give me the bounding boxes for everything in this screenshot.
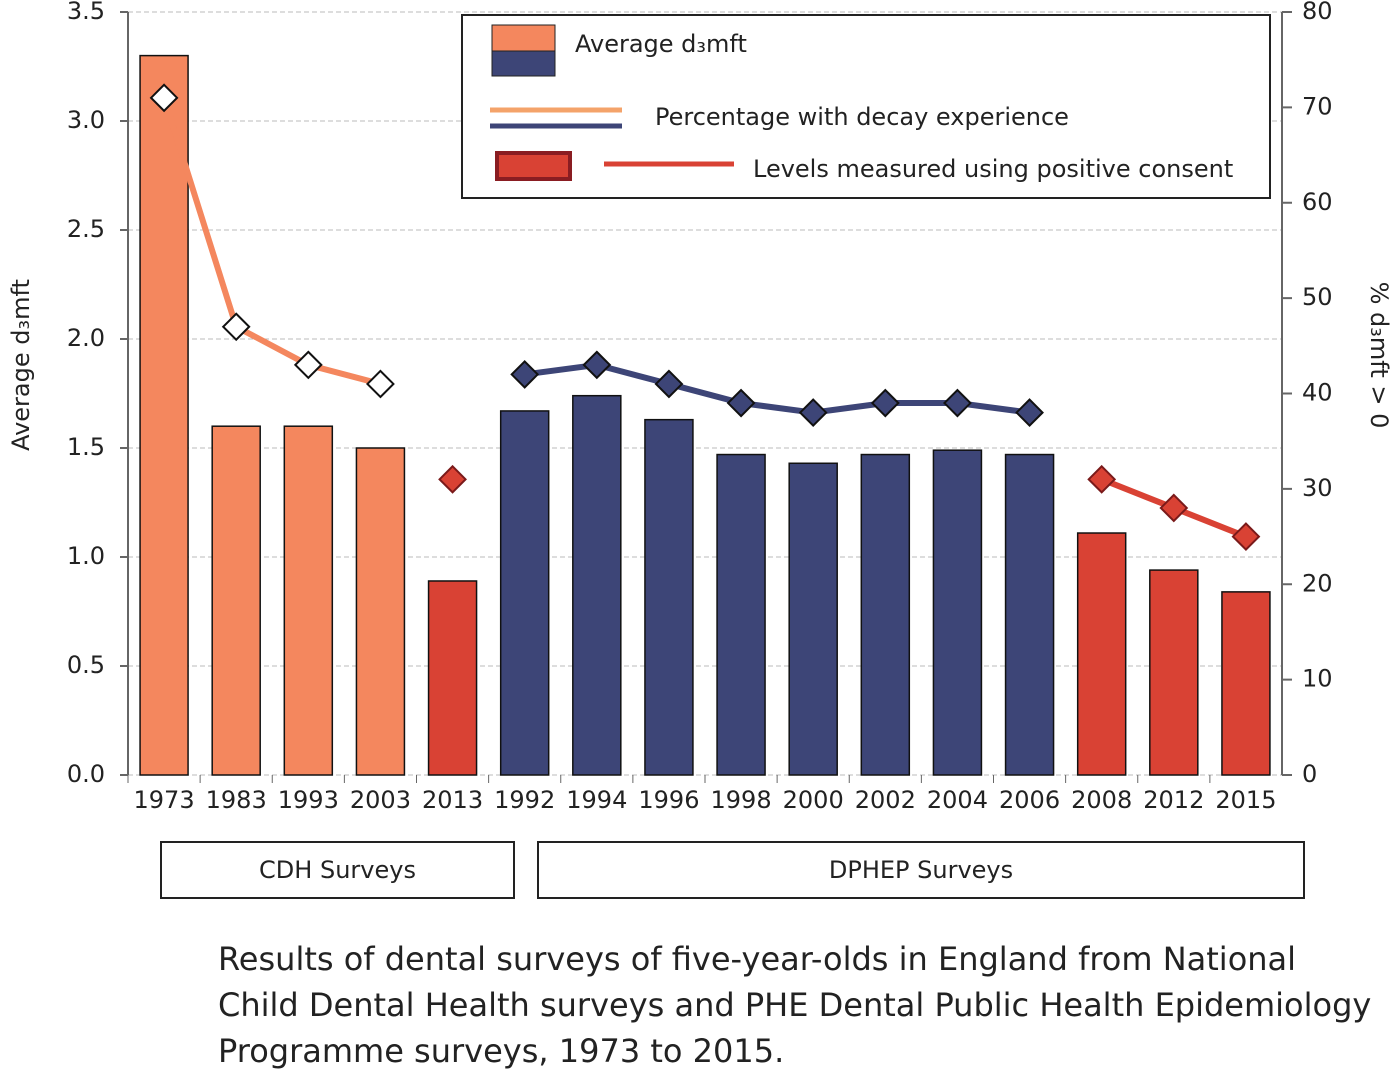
marker: [726, 388, 756, 418]
caption: Programme surveys, 1973 to 2015.: [218, 1032, 784, 1070]
y2-tick-label: 30: [1302, 474, 1333, 502]
bar: [932, 449, 983, 776]
x-tick-label: 2013: [422, 786, 483, 814]
legend-label: Percentage with decay experience: [655, 103, 1069, 131]
bar: [1004, 453, 1055, 776]
x-tick-label: 2006: [999, 786, 1060, 814]
marker: [1159, 493, 1189, 523]
legend-label: Average d₃mft: [575, 30, 747, 58]
bar: [427, 580, 478, 776]
bar: [788, 462, 838, 776]
marker: [1087, 464, 1117, 494]
y-tick-label: 1.0: [67, 542, 105, 570]
group-box: [537, 841, 1305, 899]
bar: [355, 447, 406, 776]
y-tick-label: 2.0: [67, 324, 105, 352]
legend: Average d₃mft Percentage with decay expe…: [461, 14, 1271, 199]
line: [161, 96, 382, 387]
caption: Results of dental surveys of five-year-o…: [218, 940, 1296, 978]
y2-tick-label: 0: [1302, 760, 1317, 788]
bar: [499, 410, 550, 776]
bar: [572, 394, 622, 776]
bar: [1076, 532, 1127, 776]
x-tick-label: 1993: [278, 786, 339, 814]
marker: [943, 388, 972, 418]
marker: [798, 398, 828, 427]
x-tick-label: 2015: [1215, 786, 1276, 814]
legend-label: Levels measured using positive consent: [753, 155, 1233, 183]
marker: [438, 464, 467, 494]
x-tick-label: 1998: [711, 786, 772, 814]
legend-swatch: [491, 50, 556, 77]
bar: [139, 54, 189, 776]
y2-tick-label: 60: [1302, 188, 1333, 216]
x-tick-label: 1973: [134, 786, 195, 814]
y-axis-label: Average d₃mft: [7, 279, 35, 451]
y-tick-label: 2.5: [67, 215, 105, 243]
x-tick-label: 1994: [566, 786, 627, 814]
marker: [366, 369, 395, 399]
x-tick-label: 2008: [1071, 786, 1132, 814]
marker: [1015, 398, 1044, 427]
marker: [149, 83, 179, 113]
legend-swatch: [495, 151, 572, 181]
marker: [221, 312, 251, 342]
y2-tick-label: 70: [1302, 92, 1333, 120]
x-tick-label: 2003: [350, 786, 411, 814]
legend-swatch: [491, 24, 556, 52]
y-tick-label: 1.5: [67, 433, 105, 461]
marker: [293, 350, 323, 380]
bar: [211, 425, 261, 776]
marker: [582, 350, 612, 380]
x-tick-label: 2002: [855, 786, 916, 814]
x-tick-label: 1983: [206, 786, 267, 814]
x-tick-label: 2004: [927, 786, 988, 814]
group-label: DPHEP Surveys: [829, 856, 1013, 884]
bar: [644, 418, 694, 776]
bar: [283, 425, 334, 776]
y-tick-label: 0.5: [67, 651, 105, 679]
y-tick-label: 3.0: [67, 106, 105, 134]
y2-tick-label: 10: [1302, 665, 1333, 693]
bar: [1221, 591, 1271, 776]
y2-tick-label: 20: [1302, 569, 1333, 597]
x-tick-label: 1992: [494, 786, 555, 814]
group-box: [160, 841, 515, 899]
y2-tick-label: 40: [1302, 379, 1333, 407]
x-tick-label: 1996: [638, 786, 699, 814]
group-label: CDH Surveys: [259, 856, 416, 884]
y-tick-label: 3.5: [67, 0, 105, 25]
bar: [1149, 569, 1199, 776]
legend-box: [461, 14, 1271, 199]
caption: Child Dental Health surveys and PHE Dent…: [218, 986, 1371, 1024]
marker: [1231, 522, 1261, 551]
x-tick-label: 2000: [783, 786, 844, 814]
y-tick-label: 0.0: [67, 760, 105, 788]
marker: [870, 388, 900, 418]
marker: [510, 360, 540, 389]
y2-tick-label: 80: [1302, 0, 1333, 25]
x-tick-label: 2012: [1143, 786, 1204, 814]
bar: [716, 453, 766, 776]
y2-tick-label: 50: [1302, 283, 1333, 311]
marker: [654, 369, 684, 399]
bar: [860, 453, 911, 776]
y2-axis-label: % d₃mft > 0: [1365, 282, 1393, 429]
